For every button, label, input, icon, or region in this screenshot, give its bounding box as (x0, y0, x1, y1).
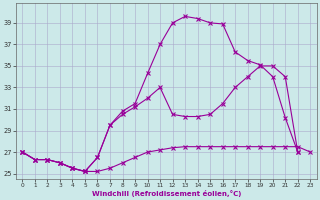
X-axis label: Windchill (Refroidissement éolien,°C): Windchill (Refroidissement éolien,°C) (92, 190, 241, 197)
